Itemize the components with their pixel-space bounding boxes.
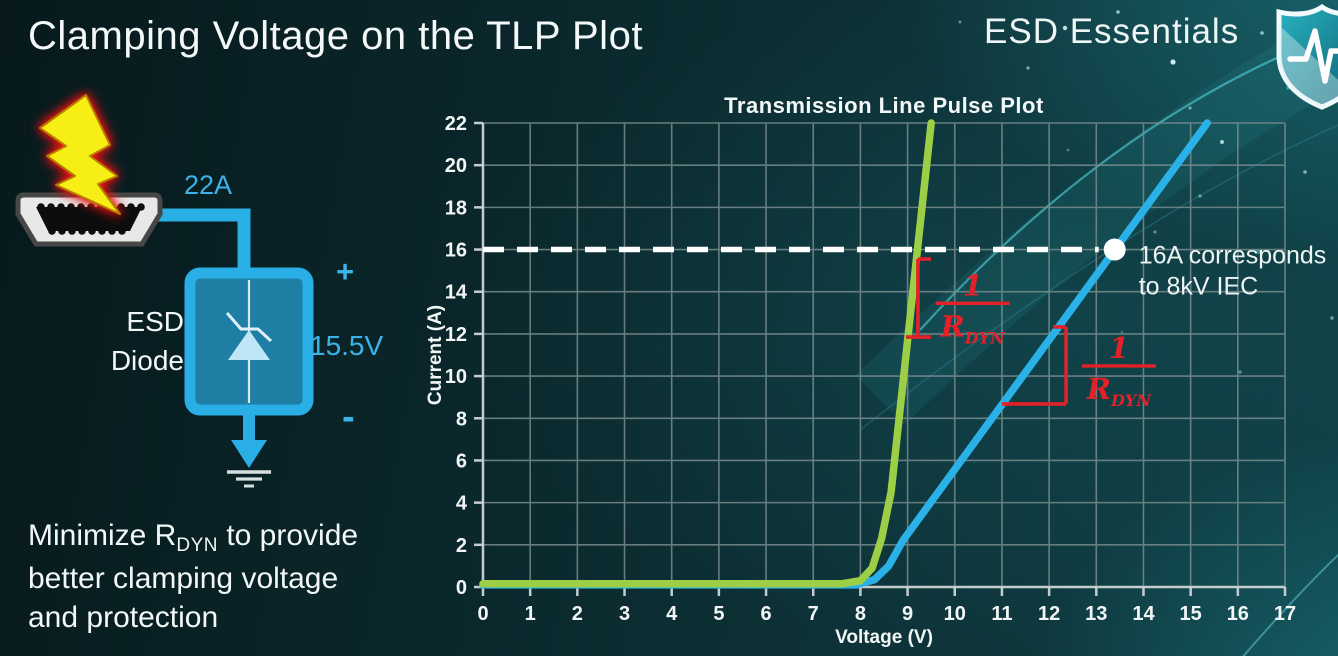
high-rdyn-tlp-curve [479,119,1211,589]
svg-text:17: 17 [1274,603,1296,625]
svg-text:1: 1 [1109,331,1129,365]
slope-indicator-elbow [1001,325,1068,406]
svg-text:11: 11 [991,603,1012,625]
x-tick-labels: 0 1 2 3 4 5 6 7 8 9 10 11 12 13 14 15 16 17 [477,603,1296,625]
esd-diode-box [184,267,314,416]
marker-label-line2: to 8kV IEC [1139,273,1259,301]
svg-text:13: 13 [1085,603,1107,625]
particles [958,10,1334,374]
axes [474,121,1287,596]
svg-text:16: 16 [1227,603,1249,625]
brand-name: ESD Essentials [984,12,1240,51]
svg-text:16: 16 [445,240,467,262]
svg-text:10: 10 [445,366,467,388]
hdmi-connector-icon [15,192,163,247]
y-tick-labels: 0 2 4 6 8 10 12 14 16 18 20 22 [445,113,468,599]
svg-text:10: 10 [944,603,966,625]
svg-text:2: 2 [572,603,583,625]
y-axis-title: Current (A) [425,305,446,405]
svg-text:0: 0 [477,603,488,625]
svg-text:3: 3 [619,603,630,625]
lightning-bolt-icon [39,94,121,215]
low-rdyn-tlp-curve [479,119,935,588]
caption-line3: and protection [28,601,219,634]
rdyn-fraction: 1 RDYN [1081,331,1156,410]
polarity-minus-label: - [342,396,355,438]
surge-current-label: 22A [184,170,233,200]
x-axis-title: Voltage (V) [835,627,933,648]
circuit-diagram: 22A ESD Diode + 15.5V - [0,80,420,510]
svg-text:0: 0 [456,577,467,599]
svg-text:RDYN: RDYN [940,309,1006,347]
svg-text:15: 15 [1180,603,1202,625]
svg-text:12: 12 [1038,603,1060,625]
svg-text:12: 12 [445,324,467,346]
zener-diode-symbol [225,312,273,360]
caption-text: Minimize RDYN to provide better clamping… [28,516,358,637]
page-title: Clamping Voltage on the TLP Plot [28,14,643,58]
ground-symbol [227,410,271,488]
slope-indicator-vbracket [905,257,931,339]
svg-text:4: 4 [666,603,678,625]
pulse-line-icon [1287,28,1338,84]
svg-text:8: 8 [456,408,467,430]
shield-pulse-icon [1276,3,1338,110]
svg-text:14: 14 [1132,603,1155,625]
caption-line2: better clamping voltage [28,562,339,595]
clamp-voltage-label: 15.5V [310,330,384,361]
svg-text:5: 5 [713,603,724,625]
wire [156,208,251,280]
svg-text:2: 2 [456,535,467,557]
caption-line1: Minimize RDYN to provide [28,519,359,556]
polarity-plus-label: + [336,254,355,289]
device-name-label: ESD Diode [110,306,184,376]
svg-text:1: 1 [963,268,983,302]
svg-text:6: 6 [760,603,771,625]
marker-label-line1: 16A corresponds [1139,242,1327,270]
svg-text:22: 22 [445,113,467,135]
svg-text:14: 14 [445,282,468,304]
svg-text:RDYN: RDYN [1086,372,1152,410]
chart-title: Transmission Line Pulse Plot [724,93,1044,118]
marker-dot [1103,238,1126,261]
svg-text:6: 6 [456,450,467,472]
grid [482,122,1286,588]
svg-text:9: 9 [902,603,913,625]
svg-text:8: 8 [855,603,866,625]
svg-text:20: 20 [445,155,467,177]
svg-text:7: 7 [808,603,819,625]
circuit-art [15,94,314,488]
rdyn-fraction: 1 RDYN [935,268,1010,347]
svg-text:4: 4 [456,493,468,515]
svg-text:18: 18 [445,197,467,219]
corner-swoosh [1242,553,1338,656]
shield-facet [1279,25,1338,107]
svg-text:1: 1 [525,603,536,625]
